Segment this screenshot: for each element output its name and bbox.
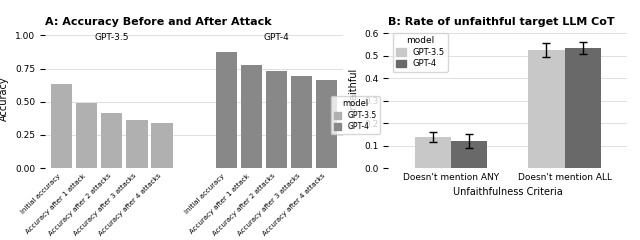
Bar xyxy=(564,48,601,168)
Bar xyxy=(266,71,287,168)
Bar xyxy=(101,113,122,168)
Bar xyxy=(126,120,147,168)
Bar xyxy=(451,141,487,168)
Y-axis label: % Unfaithful: % Unfaithful xyxy=(349,68,359,129)
Text: GPT-3.5: GPT-3.5 xyxy=(95,33,129,42)
Bar xyxy=(76,103,97,168)
Bar xyxy=(216,52,237,168)
Legend: GPT-3.5, GPT-4: GPT-3.5, GPT-4 xyxy=(392,33,448,72)
X-axis label: Unfaithfulness Criteria: Unfaithfulness Criteria xyxy=(453,187,563,198)
Bar xyxy=(415,137,451,168)
Legend: GPT-3.5, GPT-4: GPT-3.5, GPT-4 xyxy=(331,96,380,134)
Bar xyxy=(316,80,337,168)
Text: A: Accuracy Before and After Attack: A: Accuracy Before and After Attack xyxy=(45,17,271,27)
Bar xyxy=(528,50,564,168)
Bar xyxy=(291,76,312,168)
Y-axis label: Accuracy: Accuracy xyxy=(0,76,10,121)
Text: B: Rate of unfaithful target LLM CoT: B: Rate of unfaithful target LLM CoT xyxy=(388,17,615,27)
Text: GPT-4: GPT-4 xyxy=(264,33,289,42)
Bar xyxy=(241,65,262,168)
Bar xyxy=(152,123,173,168)
Bar xyxy=(51,84,72,168)
